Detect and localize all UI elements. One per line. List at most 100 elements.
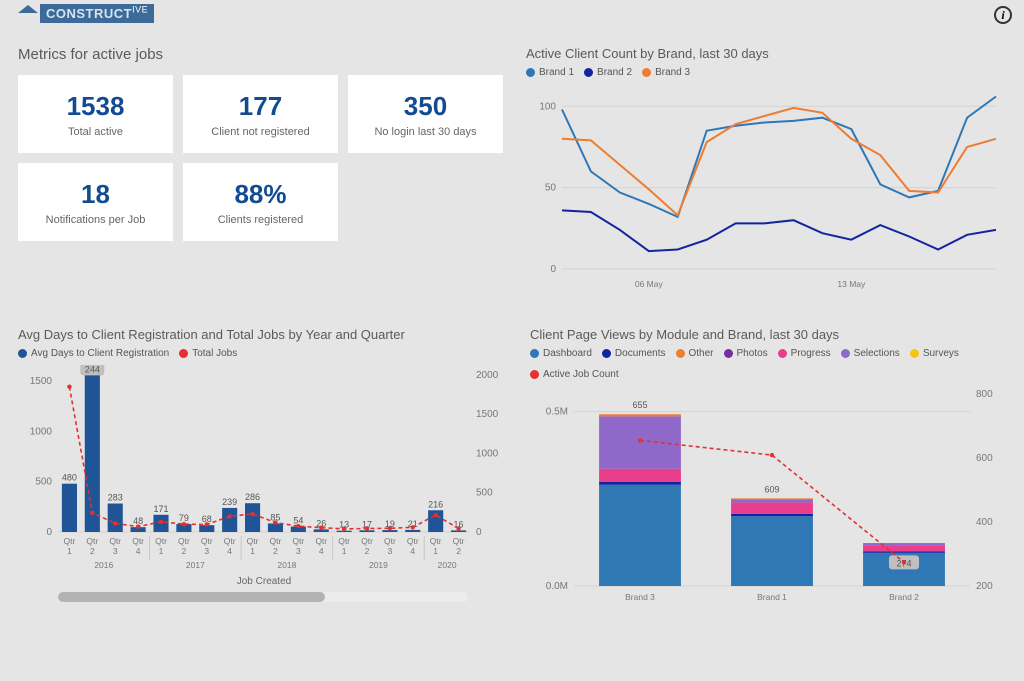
legend-item[interactable]: Avg Days to Client Registration	[18, 348, 169, 359]
svg-text:216: 216	[428, 499, 443, 509]
svg-text:Qtr: Qtr	[453, 536, 465, 546]
legend-dot	[841, 349, 850, 358]
legend-dot	[584, 68, 593, 77]
legend-item[interactable]: Total Jobs	[179, 348, 237, 359]
svg-text:Qtr: Qtr	[224, 536, 236, 546]
legend-label: Documents	[615, 348, 666, 359]
svg-text:2: 2	[182, 546, 187, 556]
logo: CONSTRUCTIVE	[18, 5, 154, 21]
legend-item[interactable]: Progress	[778, 348, 831, 359]
legend-item[interactable]: Other	[676, 348, 714, 359]
svg-text:Brand 2: Brand 2	[889, 592, 919, 602]
legend-item[interactable]: Brand 1	[526, 67, 574, 78]
legend-item[interactable]: Documents	[602, 348, 666, 359]
legend-label: Brand 2	[597, 67, 632, 78]
metric-label: Total active	[68, 126, 123, 138]
legend-item[interactable]: Selections	[841, 348, 900, 359]
avg-days-title: Avg Days to Client Registration and Tota…	[18, 327, 510, 342]
svg-text:Qtr: Qtr	[338, 536, 350, 546]
legend-item[interactable]: Brand 2	[584, 67, 632, 78]
metric-card: 177 Client not registered	[183, 75, 338, 153]
metrics-title: Metrics for active jobs	[18, 46, 506, 63]
svg-text:283: 283	[108, 493, 123, 503]
legend-label: Active Job Count	[543, 369, 619, 380]
legend-dot	[18, 349, 27, 358]
legend-dot	[724, 349, 733, 358]
legend-dot	[910, 349, 919, 358]
info-icon[interactable]: i	[994, 6, 1012, 24]
svg-text:100: 100	[539, 101, 556, 112]
combo-chart-avg-days: 0500100015000500100015002000480Qtr1244Qt…	[18, 365, 510, 590]
legend-item[interactable]: Dashboard	[530, 348, 592, 359]
legend-label: Photos	[737, 348, 768, 359]
svg-text:1500: 1500	[30, 376, 53, 387]
svg-text:Qtr: Qtr	[178, 536, 190, 546]
svg-text:2020: 2020	[438, 560, 457, 570]
svg-text:Qtr: Qtr	[407, 536, 419, 546]
svg-text:Qtr: Qtr	[109, 536, 121, 546]
svg-text:Qtr: Qtr	[64, 536, 76, 546]
svg-text:400: 400	[976, 517, 993, 528]
svg-text:Brand 3: Brand 3	[625, 592, 655, 602]
legend-label: Dashboard	[543, 348, 592, 359]
metric-value: 18	[81, 179, 110, 210]
svg-text:Qtr: Qtr	[361, 536, 373, 546]
svg-text:1: 1	[433, 546, 438, 556]
svg-text:3: 3	[296, 546, 301, 556]
svg-text:2000: 2000	[476, 370, 499, 381]
svg-text:1: 1	[250, 546, 255, 556]
active-clients-title: Active Client Count by Brand, last 30 da…	[526, 46, 1006, 61]
svg-text:Qtr: Qtr	[384, 536, 396, 546]
legend-item[interactable]: Photos	[724, 348, 768, 359]
legend-label: Avg Days to Client Registration	[31, 348, 169, 359]
metric-label: Clients registered	[218, 214, 304, 226]
svg-text:3: 3	[113, 546, 118, 556]
page-views-title: Client Page Views by Module and Brand, l…	[530, 327, 1010, 342]
legend-item[interactable]: Active Job Count	[530, 369, 619, 380]
metric-label: Notifications per Job	[46, 214, 146, 226]
chart-scrollbar[interactable]	[58, 592, 468, 602]
svg-text:4: 4	[136, 546, 141, 556]
svg-text:Qtr: Qtr	[132, 536, 144, 546]
metric-value: 1538	[67, 91, 125, 122]
legend-item[interactable]: Brand 3	[642, 67, 690, 78]
svg-text:3: 3	[388, 546, 393, 556]
svg-text:1: 1	[159, 546, 164, 556]
svg-text:2016: 2016	[94, 560, 113, 570]
svg-text:171: 171	[153, 504, 168, 514]
svg-text:0.5M: 0.5M	[546, 406, 568, 417]
avg-days-legend: Avg Days to Client Registration Total Job…	[18, 348, 510, 359]
svg-text:800: 800	[976, 389, 993, 400]
metric-label: No login last 30 days	[374, 126, 476, 138]
svg-text:13 May: 13 May	[837, 279, 866, 289]
legend-dot	[602, 349, 611, 358]
legend-dot	[530, 349, 539, 358]
svg-text:06 May: 06 May	[635, 279, 664, 289]
svg-text:Qtr: Qtr	[86, 536, 98, 546]
line-chart-active-clients: 05010006 May13 May	[526, 84, 1006, 299]
svg-text:1500: 1500	[476, 409, 499, 420]
svg-text:244: 244	[85, 365, 100, 374]
svg-text:Qtr: Qtr	[430, 536, 442, 546]
svg-text:Qtr: Qtr	[155, 536, 167, 546]
scrollbar-thumb[interactable]	[58, 592, 325, 602]
svg-text:609: 609	[764, 484, 779, 494]
legend-dot	[530, 370, 539, 379]
svg-text:600: 600	[976, 453, 993, 464]
svg-text:1000: 1000	[30, 426, 53, 437]
svg-text:Qtr: Qtr	[270, 536, 282, 546]
svg-text:286: 286	[245, 492, 260, 502]
stacked-chart-page-views: 0.0M0.5M200400600800655Brand 3609Brand 1…	[530, 386, 1010, 606]
svg-text:0: 0	[476, 527, 482, 538]
svg-text:655: 655	[632, 400, 647, 410]
svg-text:4: 4	[227, 546, 232, 556]
svg-text:Qtr: Qtr	[315, 536, 327, 546]
metric-card: 350 No login last 30 days	[348, 75, 503, 153]
svg-text:79: 79	[179, 513, 189, 523]
metric-card: 18 Notifications per Job	[18, 163, 173, 241]
svg-text:2: 2	[456, 546, 461, 556]
metric-value: 177	[239, 91, 282, 122]
legend-item[interactable]: Surveys	[910, 348, 959, 359]
legend-label: Brand 1	[539, 67, 574, 78]
metric-value: 88%	[234, 179, 286, 210]
